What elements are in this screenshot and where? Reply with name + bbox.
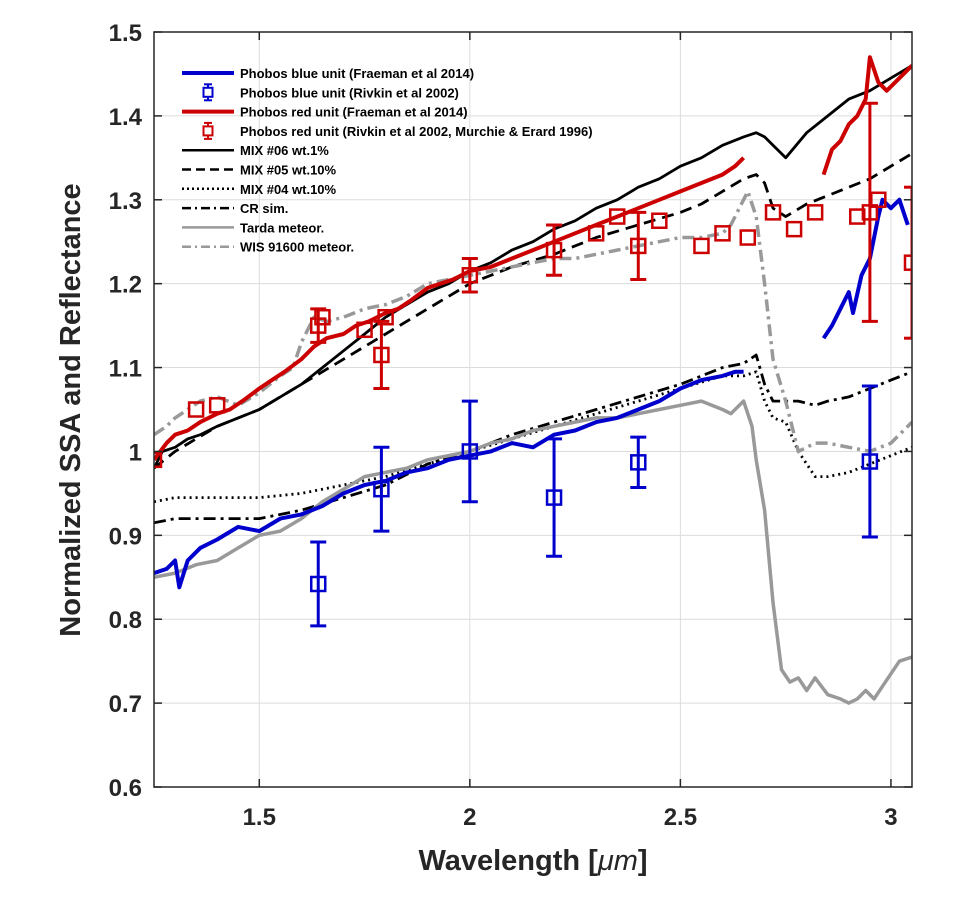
y-tick-label: 1.1 — [109, 356, 142, 383]
data-point-marker — [545, 241, 563, 259]
data-point-marker — [314, 308, 331, 326]
data-point-marker — [714, 225, 731, 242]
series-line — [154, 64, 912, 469]
legend-entry-label: MIX #05 wt.10% — [240, 163, 337, 178]
series-line — [821, 55, 912, 176]
data-point-marker — [739, 229, 757, 246]
y-tick-label: 0.6 — [109, 775, 142, 802]
legend-entry-label: WIS 91600 meteor. — [240, 240, 354, 255]
x-tick-label: 2.5 — [664, 804, 697, 831]
data-point-marker — [309, 317, 327, 334]
y-tick-label: 0.9 — [109, 523, 142, 550]
plot-frame — [153, 31, 913, 788]
y-tick-label: 0.7 — [109, 691, 142, 718]
data-point-marker — [630, 454, 647, 471]
legend-entry-label: MIX #04 wt.10% — [240, 182, 337, 197]
legend-entry-label: CR sim. — [240, 201, 288, 216]
y-tick-label: 1.4 — [109, 104, 143, 131]
x-tick-label: 3 — [884, 804, 897, 831]
series-line — [821, 197, 910, 340]
data-point-marker — [373, 480, 390, 498]
y-tick-label: 0.8 — [109, 607, 142, 634]
data-point-marker — [461, 443, 479, 460]
legend-entry-label: MIX #06 wt.1% — [240, 143, 329, 158]
legend-entry-label: Tarda meteor. — [240, 220, 324, 235]
y-tick-label: 1.5 — [109, 20, 142, 47]
legend-marker-swatch — [202, 86, 214, 98]
data-point-marker — [587, 225, 605, 242]
y-axis-label: Normalized SSA and Reflectance — [55, 183, 87, 636]
y-tick-label: 1 — [129, 439, 142, 466]
axis-ticks: 1.5 2 2.5 3 0.6 0.7 0.8 0.9 1 1.1 1.2 1.3 1.4 1.5 — [109, 20, 912, 831]
legend-entry-label: Phobos blue unit (Fraeman et al 2014) — [240, 66, 474, 81]
data-point-marker — [309, 575, 327, 593]
data-point-marker — [545, 489, 563, 506]
data-point-marker — [861, 453, 879, 470]
legend-entry-label: Phobos blue unit (Rivkin et al 2002) — [240, 85, 459, 100]
legend-marker-swatch — [202, 125, 214, 137]
legend: Phobos blue unit (Fraeman et al 2014) Pho… — [182, 66, 593, 255]
series-line — [154, 369, 744, 590]
y-tick-label: 1.2 — [109, 272, 142, 299]
x-tick-label: 2 — [463, 804, 476, 831]
data-point-marker — [806, 204, 824, 221]
data-point-marker — [849, 208, 866, 225]
data-point-marker — [356, 321, 373, 339]
legend-entry-label: Phobos red unit (Rivkin et al 2002, Murc… — [240, 124, 593, 139]
data-point-marker — [764, 204, 782, 221]
data-point-marker — [608, 208, 626, 225]
data-point-marker — [377, 308, 394, 326]
data-point-marker — [870, 191, 887, 209]
series-line — [154, 353, 912, 525]
data-point-marker — [630, 237, 647, 255]
data-point-marker — [187, 401, 205, 418]
data-point-marker — [154, 451, 163, 469]
series-layer — [154, 55, 912, 705]
data-point-marker — [373, 346, 390, 364]
legend-entry-label: Phobos red unit (Fraeman et al 2014) — [240, 105, 468, 120]
x-tick-label: 1.5 — [243, 804, 276, 831]
data-point-marker — [903, 254, 912, 271]
data-point-marker — [208, 397, 226, 414]
data-point-marker — [693, 237, 710, 255]
x-axis-label: Wavelength [μm] — [418, 845, 647, 877]
data-point-marker — [651, 212, 668, 229]
series-line — [154, 399, 912, 705]
series-line — [154, 152, 912, 470]
series-line — [154, 156, 746, 462]
y-tick-label: 1.3 — [109, 188, 142, 215]
data-point-marker — [861, 204, 879, 221]
data-point-marker — [785, 220, 803, 238]
data-point-marker — [461, 267, 479, 284]
